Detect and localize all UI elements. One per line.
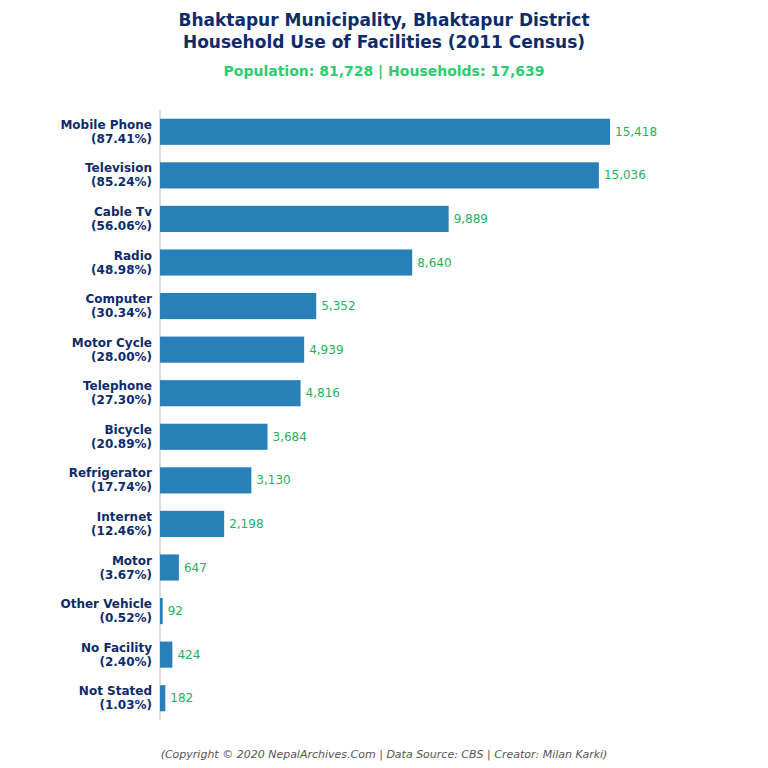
bar bbox=[160, 293, 316, 319]
chart-svg: Bhaktapur Municipality, Bhaktapur Distri… bbox=[0, 0, 768, 768]
category-label-line: Motor bbox=[112, 554, 152, 568]
value-label: 92 bbox=[168, 604, 183, 618]
category-label: Bicycle(20.89%) bbox=[91, 423, 152, 451]
category-label: Not Stated(1.03%) bbox=[79, 684, 152, 712]
category-label-line: (48.98%) bbox=[91, 263, 152, 277]
category-label-line: No Facility bbox=[81, 641, 152, 655]
title-line: Household Use of Facilities (2011 Census… bbox=[183, 32, 585, 52]
labels: 15,418 Mobile Phone(87.41%) 15,036 Televisi… bbox=[60, 118, 657, 712]
category-label-line: (2.40%) bbox=[99, 655, 152, 669]
category-label-line: Radio bbox=[114, 249, 152, 263]
category-label: Mobile Phone(87.41%) bbox=[60, 118, 152, 146]
title: Bhaktapur Municipality, Bhaktapur Distri… bbox=[178, 10, 589, 52]
title-line: Bhaktapur Municipality, Bhaktapur Distri… bbox=[178, 10, 589, 30]
bar bbox=[160, 642, 172, 668]
value-label: 3,684 bbox=[273, 430, 307, 444]
category-label-line: Motor Cycle bbox=[72, 336, 152, 350]
value-label: 424 bbox=[177, 648, 200, 662]
value-label: 182 bbox=[170, 691, 193, 705]
subtitle: Population: 81,728 | Households: 17,639 bbox=[224, 63, 545, 80]
bar bbox=[160, 685, 165, 711]
category-label-line: (56.06%) bbox=[91, 219, 152, 233]
bar bbox=[160, 598, 163, 624]
value-label: 4,939 bbox=[309, 343, 343, 357]
bar bbox=[160, 424, 268, 450]
category-label-line: Mobile Phone bbox=[60, 118, 152, 132]
category-label-line: (12.46%) bbox=[91, 524, 152, 538]
category-label: Other Vehicle(0.52%) bbox=[60, 597, 152, 625]
category-label: Radio(48.98%) bbox=[91, 249, 152, 277]
value-label: 9,889 bbox=[454, 212, 488, 226]
bar bbox=[160, 337, 304, 363]
category-label-line: Television bbox=[85, 161, 152, 175]
category-label-line: (27.30%) bbox=[91, 393, 152, 407]
bar bbox=[160, 554, 179, 580]
value-label: 647 bbox=[184, 561, 207, 575]
category-label: Television(85.24%) bbox=[85, 161, 152, 189]
bar bbox=[160, 467, 251, 493]
category-label-line: (85.24%) bbox=[91, 175, 152, 189]
category-label-line: Internet bbox=[97, 510, 152, 524]
value-label: 2,198 bbox=[229, 517, 263, 531]
category-label-line: (30.34%) bbox=[91, 306, 152, 320]
category-label-line: Other Vehicle bbox=[60, 597, 152, 611]
category-label-line: (87.41%) bbox=[91, 132, 152, 146]
value-label: 15,418 bbox=[615, 125, 657, 139]
category-label-line: Cable Tv bbox=[94, 205, 152, 219]
category-label: Computer(30.34%) bbox=[86, 292, 153, 320]
value-label: 15,036 bbox=[604, 168, 646, 182]
category-label-line: Bicycle bbox=[104, 423, 152, 437]
category-label-line: Refrigerator bbox=[69, 466, 152, 480]
category-label: Motor Cycle(28.00%) bbox=[72, 336, 152, 364]
bars bbox=[160, 119, 610, 712]
footer: (Copyright © 2020 NepalArchives.Com | Da… bbox=[161, 748, 608, 761]
value-label: 5,352 bbox=[321, 299, 355, 313]
bar bbox=[160, 162, 599, 188]
category-label: Cable Tv(56.06%) bbox=[91, 205, 152, 233]
category-label-line: (3.67%) bbox=[99, 568, 152, 582]
category-label-line: Telephone bbox=[83, 379, 152, 393]
category-label: Motor(3.67%) bbox=[99, 554, 152, 582]
category-label-line: (20.89%) bbox=[91, 437, 152, 451]
value-label: 3,130 bbox=[256, 473, 290, 487]
category-label-line: (28.00%) bbox=[91, 350, 152, 364]
bar bbox=[160, 511, 224, 537]
category-label-line: Computer bbox=[86, 292, 153, 306]
value-label: 4,816 bbox=[306, 386, 340, 400]
category-label-line: Not Stated bbox=[79, 684, 152, 698]
category-label: Telephone(27.30%) bbox=[83, 379, 152, 407]
bar bbox=[160, 380, 301, 406]
category-label: No Facility(2.40%) bbox=[81, 641, 152, 669]
value-label: 8,640 bbox=[417, 256, 451, 270]
category-label: Refrigerator(17.74%) bbox=[69, 466, 152, 494]
bar bbox=[160, 119, 610, 145]
bar bbox=[160, 206, 449, 232]
category-label-line: (17.74%) bbox=[91, 480, 152, 494]
category-label-line: (1.03%) bbox=[99, 698, 152, 712]
bar bbox=[160, 249, 412, 275]
chart-container: Bhaktapur Municipality, Bhaktapur Distri… bbox=[0, 0, 768, 768]
y-axis-line bbox=[160, 110, 161, 720]
category-label-line: (0.52%) bbox=[99, 611, 152, 625]
category-label: Internet(12.46%) bbox=[91, 510, 152, 538]
